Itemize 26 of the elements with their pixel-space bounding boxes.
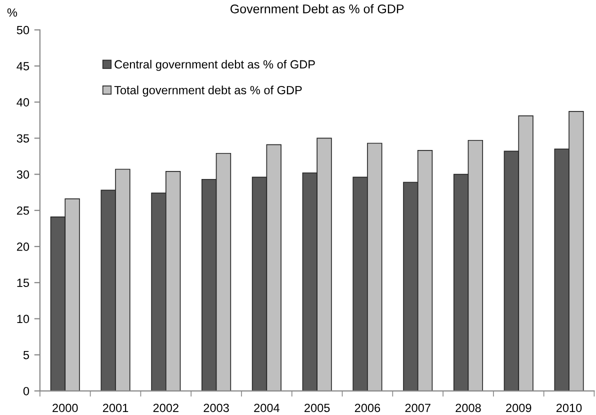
x-tick-label: 2001 xyxy=(102,404,128,412)
y-tick-label: 50 xyxy=(16,26,30,34)
legend-label: Central government debt as % of GDP xyxy=(114,60,315,71)
y-tick-label: 35 xyxy=(16,134,30,143)
x-tick-label: 2010 xyxy=(556,404,582,412)
x-tick-label: 2003 xyxy=(204,404,229,412)
y-tick-label: 15 xyxy=(17,278,30,288)
x-tick-label: 2007 xyxy=(405,404,430,412)
y-tick-label: 5 xyxy=(23,350,30,360)
y-tick-label: 40 xyxy=(16,98,30,106)
x-tick-label: 2006 xyxy=(354,404,380,412)
y-axis-title: % xyxy=(7,8,18,17)
x-tick-label: 2002 xyxy=(153,404,178,412)
x-tick-label: 2008 xyxy=(456,404,481,412)
y-tick-label: 30 xyxy=(16,170,30,179)
y-tick-label: 45 xyxy=(16,62,30,70)
y-tick-label: 0 xyxy=(23,386,30,396)
y-tick-label: 25 xyxy=(16,206,30,215)
x-tick-label: 2005 xyxy=(304,404,330,412)
y-tick-label: 20 xyxy=(16,242,30,251)
x-tick-label: 2009 xyxy=(506,404,532,412)
x-tick-label: 2000 xyxy=(52,404,78,412)
x-tick-label: 2004 xyxy=(254,404,280,412)
chart-title: Government Debt as % of GDP xyxy=(230,4,404,14)
legend-label: Total government debt as % of GDP xyxy=(114,86,302,97)
y-tick-label: 10 xyxy=(17,314,30,324)
